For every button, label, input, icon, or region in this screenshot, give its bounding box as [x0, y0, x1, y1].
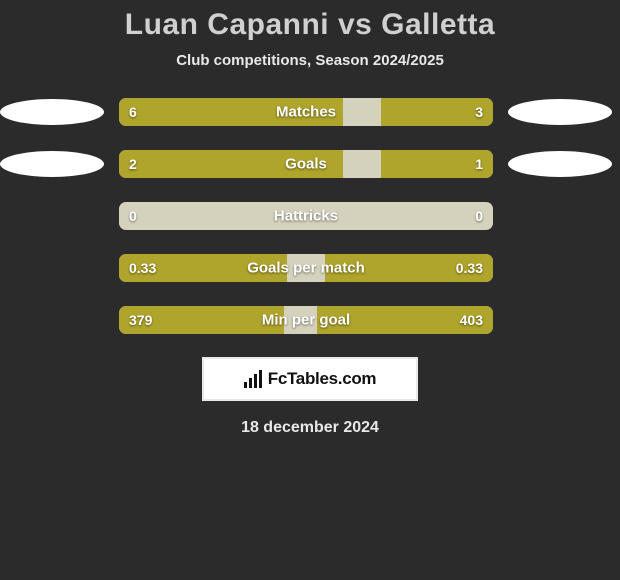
oval-slot	[0, 307, 104, 333]
date-text: 18 december 2024	[0, 419, 620, 437]
bar-track: Goals per match0.330.33	[119, 254, 493, 282]
stat-row: Goals per match0.330.33	[0, 245, 620, 291]
bar-track: Min per goal379403	[119, 306, 493, 334]
logo-text: FcTables.com	[268, 369, 377, 389]
subtitle: Club competitions, Season 2024/2025	[0, 52, 620, 69]
oval-slot	[0, 255, 104, 281]
oval-slot	[508, 255, 612, 281]
stat-row: Hattricks0 0	[0, 193, 620, 239]
oval-slot	[508, 307, 612, 333]
value-right: 0	[475, 208, 483, 224]
stat-row: Matches63	[0, 89, 620, 135]
stat-row: Goals21	[0, 141, 620, 187]
stat-rows: Matches63 Goals21 Hattricks0 0 Goals per mat…	[0, 89, 620, 343]
stat-row: Min per goal379403	[0, 297, 620, 343]
oval-slot	[0, 203, 104, 229]
barchart-icon	[244, 370, 262, 388]
comparison-chart: Luan Capanni vs Galletta Club competitio…	[0, 0, 620, 437]
bar-track: Matches63	[119, 98, 493, 126]
oval-right	[508, 151, 612, 177]
bar-right	[381, 98, 493, 126]
oval-right	[508, 99, 612, 125]
bar-right	[317, 306, 493, 334]
oval-left	[0, 151, 104, 177]
oval-slot	[508, 203, 612, 229]
bar-right	[325, 254, 493, 282]
bar-track: Hattricks0 0	[119, 202, 493, 230]
stat-label: Hattricks	[119, 208, 493, 225]
page-title: Luan Capanni vs Galletta	[0, 8, 620, 42]
bar-left	[119, 254, 287, 282]
bar-left	[119, 150, 343, 178]
bar-right	[381, 150, 493, 178]
oval-left	[0, 99, 104, 125]
bar-left	[119, 306, 284, 334]
value-left: 0	[129, 208, 137, 224]
bar-track: Goals21	[119, 150, 493, 178]
bar-left	[119, 98, 343, 126]
logo-box: FcTables.com	[202, 357, 418, 401]
